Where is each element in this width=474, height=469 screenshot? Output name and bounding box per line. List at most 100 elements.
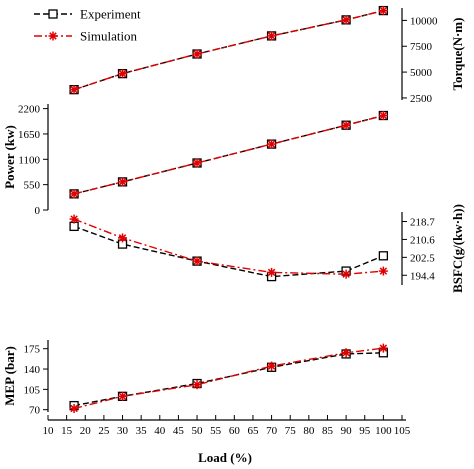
power-simulation-point	[378, 111, 388, 121]
x-tick-label: 75	[285, 425, 297, 437]
power-simulation-point	[192, 158, 202, 168]
chart-panels: 2500 5000 7500 10000 Torque(N·m) 0 550 1100 1650…	[2, 5, 465, 417]
mep-simulation-point	[267, 361, 277, 371]
x-tick-label: 105	[394, 425, 411, 437]
power-series-experiment	[69, 110, 389, 199]
torque-panel: 2500 5000 7500 10000 Torque(N·m)	[69, 5, 465, 105]
asterisk-stroke	[193, 257, 201, 265]
bsfc-experiment-line	[73, 225, 384, 278]
torque-simulation-point	[118, 69, 128, 79]
bsfc-y-tick-label: 210.6	[410, 234, 435, 246]
asterisk-stroke	[379, 111, 388, 120]
asterisk-stroke	[342, 349, 350, 357]
x-tick-label: 35	[136, 425, 148, 437]
x-tick-label: 70	[266, 425, 278, 437]
asterisk-stroke	[49, 32, 57, 40]
power-simulation-line	[73, 114, 384, 195]
x-tick-label: 60	[229, 425, 241, 437]
legend-marker	[48, 9, 58, 19]
asterisk-stroke	[379, 344, 388, 352]
asterisk-stroke	[267, 32, 276, 40]
mep-y-axis-title: MEP (bar)	[2, 346, 17, 406]
mep-y-tick-label: 175	[24, 344, 41, 356]
mep-simulation-point	[341, 348, 351, 358]
mep-simulation-point	[378, 343, 388, 353]
legend-label: Experiment	[80, 7, 141, 22]
bsfc-simulation-line	[73, 218, 384, 275]
torque-y-axis-title: Torque(N·m)	[450, 18, 465, 91]
power-simulation-point	[341, 120, 351, 130]
bsfc-panel: 194.4 202.5 210.6 218.7 BSFC(g/(kw·h))	[69, 204, 465, 293]
asterisk-stroke	[118, 69, 127, 78]
asterisk-stroke	[267, 362, 276, 370]
bsfc-series-simulation	[69, 214, 388, 279]
bsfc-simulation-point	[267, 267, 277, 277]
x-tick-label: 80	[303, 425, 315, 437]
asterisk-stroke	[118, 234, 127, 242]
torque-y-tick-label: 7500	[410, 41, 433, 53]
bsfc-simulation-point	[192, 256, 202, 266]
x-tick-label: 25	[98, 425, 110, 437]
asterisk-stroke	[193, 50, 201, 58]
x-tick-label: 55	[210, 425, 222, 437]
asterisk-stroke	[379, 6, 388, 15]
asterisk-stroke	[267, 268, 276, 277]
x-axis: 10 15 20 25 30 35 40 45 50 55 60 65 70 75 80 85 90 95 100 1…	[43, 415, 411, 465]
mep-simulation-point	[69, 404, 79, 414]
power-y-tick-label: 1650	[18, 129, 41, 141]
x-tick-label: 45	[173, 425, 185, 437]
asterisk-stroke	[379, 267, 388, 275]
power-y-tick-label: 2200	[18, 104, 41, 116]
power-y-tick-label: 0	[35, 205, 41, 217]
torque-simulation-point	[267, 31, 277, 41]
mep-simulation-point	[192, 380, 202, 390]
x-tick-label: 95	[359, 425, 371, 437]
power-y-axis-title: Power (kw)	[2, 125, 17, 189]
asterisk-stroke	[193, 380, 201, 389]
mep-y-tick-label: 140	[24, 364, 41, 376]
torque-simulation-point	[378, 6, 388, 16]
torque-simulation-point	[192, 49, 202, 59]
bsfc-y-tick-label: 218.7	[410, 217, 435, 229]
mep-panel: 70 105 140 175 MEP (bar)	[2, 340, 389, 417]
bsfc-simulation-point	[69, 214, 79, 224]
legend-item-simulation: Simulation	[34, 29, 138, 44]
asterisk-stroke	[70, 215, 78, 223]
x-axis-title: Load (%)	[198, 450, 252, 465]
asterisk-stroke	[267, 140, 276, 148]
bsfc-series-experiment	[69, 221, 389, 282]
legend-marker	[48, 31, 58, 41]
asterisk-stroke	[342, 121, 350, 129]
bsfc-experiment-point	[378, 251, 389, 261]
x-tick-label: 20	[80, 425, 92, 437]
x-tick-label: 40	[154, 425, 166, 437]
torque-y-tick-label: 10000	[410, 15, 438, 27]
power-simulation-point	[69, 189, 79, 199]
x-tick-label: 10	[43, 425, 55, 437]
torque-simulation-line	[73, 9, 384, 91]
bsfc-y-tick-label: 194.4	[410, 270, 435, 282]
mep-series-simulation	[69, 343, 388, 414]
asterisk-stroke	[342, 270, 350, 278]
mep-simulation-point	[118, 391, 128, 401]
legend-label: Simulation	[80, 29, 138, 44]
bsfc-simulation-point	[341, 269, 351, 279]
bsfc-y-axis-title: BSFC(g/(kw·h))	[450, 204, 465, 293]
mep-y-tick-label: 70	[29, 405, 41, 417]
power-series-simulation	[69, 111, 388, 199]
torque-simulation-point	[341, 15, 351, 25]
bsfc-simulation-point	[118, 233, 128, 243]
bsfc-y-tick-label: 202.5	[410, 252, 435, 264]
asterisk-stroke	[70, 404, 78, 413]
power-simulation-point	[118, 177, 128, 187]
power-y-tick-label: 1100	[18, 154, 40, 166]
torque-y-tick-label: 5000	[410, 67, 433, 79]
x-tick-label: 90	[341, 425, 353, 437]
torque-simulation-point	[69, 85, 79, 95]
x-tick-label: 30	[117, 425, 129, 437]
mep-series-experiment	[69, 348, 389, 411]
legend: Experiment Simulation	[34, 7, 141, 44]
mep-y-tick-label: 105	[24, 384, 41, 396]
